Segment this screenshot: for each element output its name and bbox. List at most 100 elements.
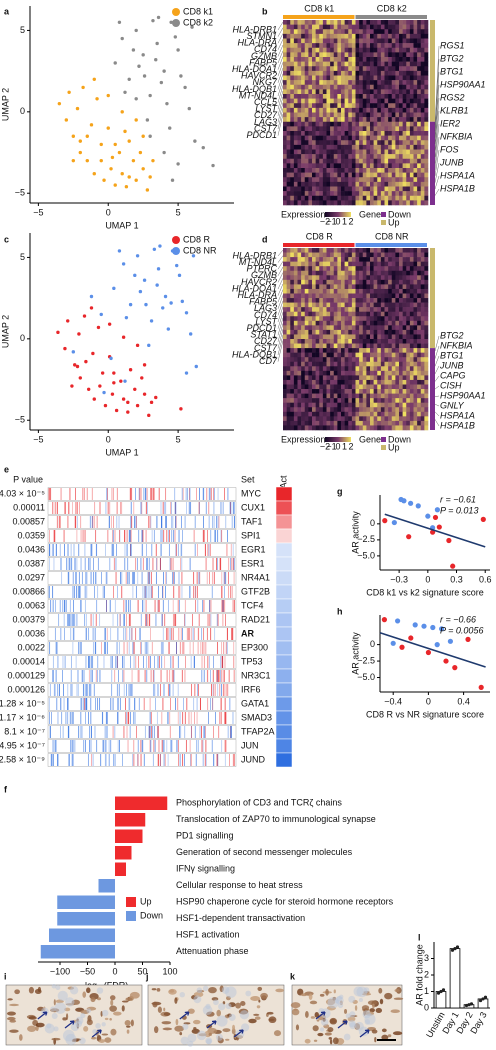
heatmap-cell	[388, 126, 393, 132]
heatmap-cell	[384, 288, 389, 294]
heatmap-cell	[290, 149, 295, 155]
heatmap-cell	[355, 172, 360, 178]
heatmap-cell	[322, 112, 327, 118]
heatmap-cell	[348, 66, 353, 72]
heatmap-cell	[330, 416, 335, 422]
heatmap-cell	[344, 288, 349, 294]
heatmap-cell	[337, 98, 342, 104]
heatmap-cell	[355, 107, 360, 113]
heatmap-cell	[384, 307, 389, 312]
heatmap-cell	[424, 144, 429, 150]
heatmap-cell	[304, 366, 309, 372]
heatmap-cell	[373, 352, 378, 358]
heatmap-cell	[308, 329, 313, 335]
heatmap-cell	[333, 357, 338, 363]
heatmap-cell	[362, 257, 367, 262]
heatmap-cell	[308, 140, 313, 146]
heatmap-cell	[399, 200, 403, 206]
heatmap-cell	[417, 163, 422, 169]
heatmap-cell	[286, 370, 291, 376]
heatmap-cell	[373, 411, 378, 417]
heatmap-cell	[362, 307, 367, 312]
heatmap-cell	[391, 24, 396, 30]
heatmap-cell	[380, 348, 385, 353]
heatmap-cell	[384, 348, 389, 353]
heatmap-cell	[391, 135, 396, 141]
heatmap-cell	[417, 384, 422, 390]
gene-label: GZMB	[251, 270, 277, 280]
heatmap-cell	[286, 195, 291, 201]
heatmap-cell	[402, 375, 407, 381]
heatmap-cell	[286, 94, 291, 99]
heatmap-cell	[424, 158, 429, 164]
gene-leader	[277, 249, 284, 257]
heatmap-cell	[322, 366, 327, 372]
heatmap-cell	[406, 89, 411, 95]
heatmap-cell	[348, 33, 353, 39]
heatmap-cell	[424, 140, 429, 146]
heatmap-cell	[417, 252, 422, 258]
heatmap-cell	[301, 98, 306, 104]
heatmap-cell	[395, 343, 400, 349]
heatmap-cell	[370, 320, 374, 326]
heatmap-cell	[319, 279, 324, 285]
stroma	[55, 984, 61, 990]
heatmap-cell	[304, 416, 309, 422]
heatmap-cell	[293, 316, 298, 322]
heatmap-cell	[286, 316, 291, 322]
heatmap-cell	[333, 248, 338, 253]
heatmap-cell	[417, 66, 422, 72]
x-axis-label: CD8 k1 vs k2 signature score	[366, 587, 484, 597]
heatmap-cell	[409, 172, 414, 178]
heatmap-cell	[362, 425, 367, 431]
heatmap-cell	[409, 43, 414, 49]
heatmap-cell	[377, 52, 382, 58]
heatmap-cell	[283, 275, 287, 281]
heatmap-cell	[373, 261, 378, 267]
point	[98, 384, 102, 388]
heatmap-cell	[355, 257, 360, 262]
heatmap-cell	[312, 320, 316, 326]
heatmap-cell	[286, 191, 291, 197]
heatmap-cell	[341, 158, 345, 164]
heatmap-cell	[348, 57, 353, 62]
heatmap-cell	[293, 80, 298, 86]
gene-leader	[277, 102, 284, 123]
heatmap-cell	[319, 186, 324, 192]
heatmap-cell	[319, 84, 324, 90]
heatmap-cell	[333, 94, 338, 99]
heatmap-cell	[373, 154, 378, 160]
heatmap-cell	[380, 200, 385, 206]
heatmap-cell	[341, 66, 345, 72]
heatmap-cell	[391, 357, 396, 363]
heatmap-cell	[413, 402, 418, 408]
heatmap-cell	[362, 266, 367, 272]
heatmap-cell	[362, 186, 367, 192]
heatmap-cell	[420, 293, 425, 299]
heatmap-cell	[366, 126, 371, 132]
x-tick-label: −0.3	[390, 574, 408, 584]
heatmap-cell	[319, 191, 324, 197]
heatmap-cell	[370, 107, 374, 113]
heatmap-cell	[409, 375, 414, 381]
heatmap-cell	[293, 252, 298, 258]
heatmap-cell	[333, 131, 338, 136]
heatmap-cell	[406, 61, 411, 67]
heatmap-cell	[337, 279, 342, 285]
heatmap-cell	[326, 348, 331, 353]
heatmap-cell	[355, 154, 360, 160]
heatmap-cell	[359, 186, 364, 192]
heatmap-cell	[341, 191, 345, 197]
heatmap-cell	[370, 311, 374, 317]
heatmap-cell	[362, 154, 367, 160]
heatmap-cell	[395, 270, 400, 276]
heatmap-cell	[315, 186, 320, 192]
point	[169, 20, 173, 24]
heatmap-cell	[402, 325, 407, 331]
heatmap-cell	[297, 191, 302, 197]
heatmap-cell	[304, 89, 309, 95]
heatmap-cell	[417, 425, 422, 431]
heatmap-cell	[409, 181, 414, 187]
heatmap-cell	[348, 163, 353, 169]
gene-leader	[434, 71, 440, 138]
